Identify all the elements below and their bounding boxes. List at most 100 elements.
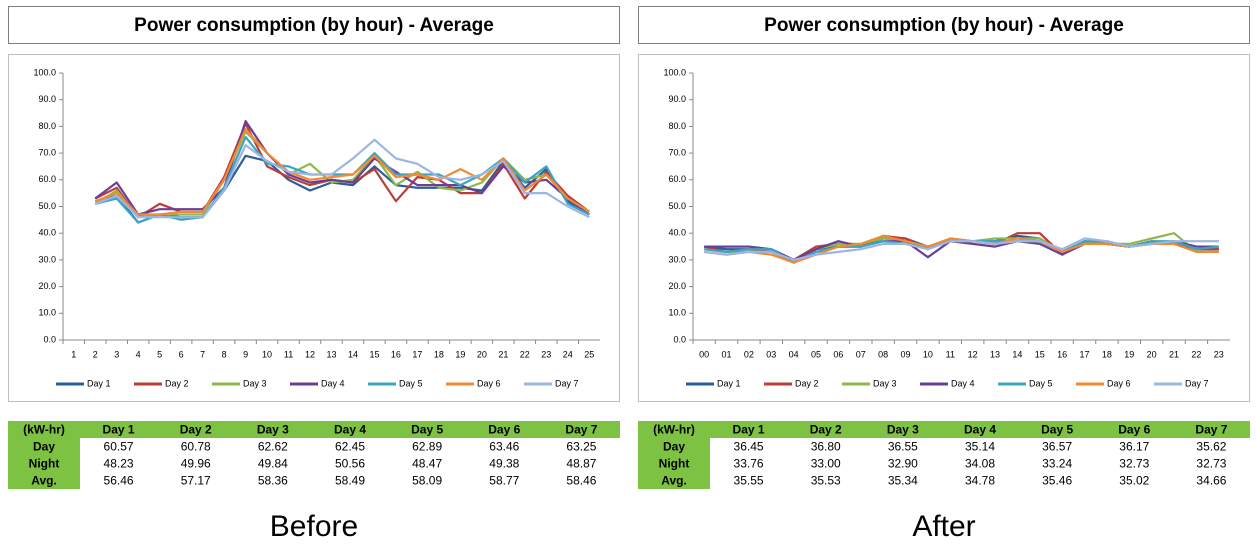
x-tick-label: 1 bbox=[71, 349, 76, 359]
legend-label: Day 6 bbox=[1107, 378, 1131, 388]
chart-frame bbox=[8, 54, 620, 402]
table-header: Day 5 bbox=[1041, 423, 1073, 437]
table-header: Day 2 bbox=[810, 423, 842, 437]
x-tick-label: 13 bbox=[326, 349, 336, 359]
table-cell: 33.24 bbox=[1042, 457, 1072, 471]
legend-label: Day 7 bbox=[555, 378, 579, 388]
table-header: Day 6 bbox=[488, 423, 520, 437]
legend-label: Day 6 bbox=[477, 378, 501, 388]
table-cell: 35.02 bbox=[1119, 474, 1149, 488]
table-cell: 35.14 bbox=[965, 440, 995, 454]
x-tick-label: 20 bbox=[1147, 349, 1157, 359]
legend-label: Day 5 bbox=[399, 378, 423, 388]
table-cell: 36.57 bbox=[1042, 440, 1072, 454]
table-header: Day 3 bbox=[257, 423, 289, 437]
y-tick-label: 30.0 bbox=[38, 254, 56, 264]
x-tick-label: 23 bbox=[1214, 349, 1224, 359]
x-tick-label: 06 bbox=[833, 349, 843, 359]
table-cell: 35.62 bbox=[1196, 440, 1226, 454]
table-header: Day 3 bbox=[887, 423, 919, 437]
x-tick-label: 04 bbox=[789, 349, 799, 359]
x-tick-label: 19 bbox=[455, 349, 465, 359]
x-tick-label: 10 bbox=[262, 349, 272, 359]
y-tick-label: 70.0 bbox=[668, 147, 686, 157]
table-cell: 35.46 bbox=[1042, 474, 1072, 488]
x-tick-label: 17 bbox=[1080, 349, 1090, 359]
table-cell: 63.25 bbox=[566, 440, 596, 454]
x-tick-label: 24 bbox=[563, 349, 573, 359]
table-row-label: Night bbox=[659, 457, 690, 471]
table-cell: 32.73 bbox=[1119, 457, 1149, 471]
table-header: Day 7 bbox=[1195, 423, 1227, 437]
caption: Before bbox=[270, 510, 358, 543]
legend-label: Day 3 bbox=[243, 378, 267, 388]
x-tick-label: 6 bbox=[179, 349, 184, 359]
y-tick-label: 40.0 bbox=[38, 228, 56, 238]
x-tick-label: 8 bbox=[222, 349, 227, 359]
legend-label: Day 2 bbox=[165, 378, 189, 388]
table-cell: 32.90 bbox=[888, 457, 918, 471]
x-tick-label: 17 bbox=[412, 349, 422, 359]
table-header: Day 1 bbox=[103, 423, 135, 437]
x-tick-label: 19 bbox=[1124, 349, 1134, 359]
chart-frame bbox=[638, 54, 1250, 402]
table-cell: 36.45 bbox=[734, 440, 764, 454]
table-row-label: Day bbox=[33, 440, 55, 454]
legend-label: Day 5 bbox=[1029, 378, 1053, 388]
table-cell: 58.49 bbox=[335, 474, 365, 488]
x-tick-label: 2 bbox=[93, 349, 98, 359]
table-header: Day 7 bbox=[565, 423, 597, 437]
x-tick-label: 11 bbox=[946, 349, 955, 359]
x-tick-label: 16 bbox=[391, 349, 401, 359]
y-tick-label: 60.0 bbox=[38, 174, 56, 184]
x-tick-label: 07 bbox=[856, 349, 866, 359]
x-tick-label: 09 bbox=[901, 349, 911, 359]
y-tick-label: 100.0 bbox=[33, 67, 56, 77]
table-cell: 60.57 bbox=[104, 440, 134, 454]
x-tick-label: 13 bbox=[990, 349, 1000, 359]
x-tick-label: 23 bbox=[541, 349, 551, 359]
y-tick-label: 10.0 bbox=[38, 308, 56, 318]
table-header-bg bbox=[8, 421, 620, 438]
x-tick-label: 9 bbox=[243, 349, 248, 359]
chart-title: Power consumption (by hour) - Average bbox=[134, 15, 494, 36]
table-header: (kW-hr) bbox=[653, 423, 695, 437]
table-cell: 58.09 bbox=[412, 474, 442, 488]
table-cell: 36.55 bbox=[888, 440, 918, 454]
legend-label: Day 4 bbox=[321, 378, 345, 388]
series-line bbox=[704, 237, 1219, 261]
x-tick-label: 05 bbox=[811, 349, 821, 359]
y-tick-label: 50.0 bbox=[668, 201, 686, 211]
x-tick-label: 14 bbox=[348, 349, 358, 359]
y-tick-label: 0.0 bbox=[43, 334, 56, 344]
x-tick-label: 5 bbox=[157, 349, 162, 359]
series-line bbox=[94, 138, 590, 219]
table-cell: 62.45 bbox=[335, 440, 365, 454]
table-header: Day 5 bbox=[411, 423, 443, 437]
x-tick-label: 02 bbox=[744, 349, 754, 359]
title-box bbox=[638, 6, 1250, 44]
table-header: (kW-hr) bbox=[23, 423, 65, 437]
y-tick-label: 0.0 bbox=[673, 334, 686, 344]
y-tick-label: 40.0 bbox=[668, 228, 686, 238]
table-cell: 36.80 bbox=[811, 440, 841, 454]
x-tick-label: 00 bbox=[699, 349, 709, 359]
x-tick-label: 12 bbox=[968, 349, 978, 359]
table-cell: 60.78 bbox=[181, 440, 211, 454]
table-cell: 48.47 bbox=[412, 457, 442, 471]
caption: After bbox=[912, 510, 975, 543]
table-cell: 50.56 bbox=[335, 457, 365, 471]
table-cell: 33.76 bbox=[734, 457, 764, 471]
series-line bbox=[94, 128, 590, 216]
y-tick-label: 90.0 bbox=[38, 94, 56, 104]
table-cell: 58.46 bbox=[566, 474, 596, 488]
y-tick-label: 50.0 bbox=[38, 201, 56, 211]
x-tick-label: 11 bbox=[284, 349, 293, 359]
x-tick-label: 10 bbox=[923, 349, 933, 359]
x-tick-label: 4 bbox=[136, 349, 141, 359]
table-row-label: Avg. bbox=[31, 474, 57, 488]
x-tick-label: 12 bbox=[305, 349, 315, 359]
x-tick-label: 01 bbox=[722, 349, 732, 359]
table-row-label: Night bbox=[29, 457, 60, 471]
